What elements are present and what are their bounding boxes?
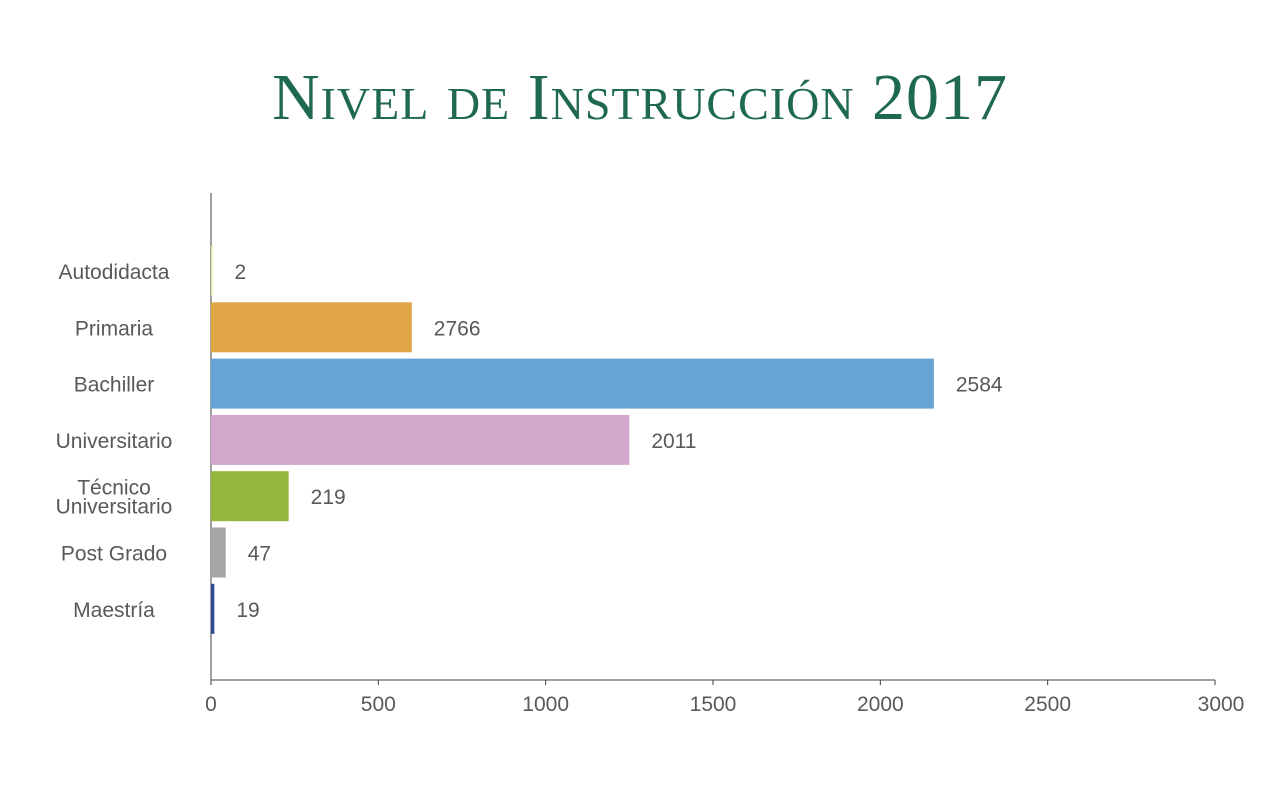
data-label: 2766 — [434, 317, 481, 340]
x-tick-label: 3000 — [1198, 693, 1245, 716]
category-label: Universitario — [56, 430, 173, 453]
data-label: 47 — [248, 543, 271, 566]
category-label: Autodidacta — [59, 261, 170, 284]
chart-title: Nivel de Instrucción 2017 — [271, 61, 1009, 134]
data-label: 2584 — [956, 374, 1003, 397]
bar — [211, 527, 226, 578]
x-tick-label: 2000 — [857, 693, 904, 716]
bar — [211, 583, 215, 634]
category-label: Técnico Universitario — [56, 477, 173, 519]
category-label: Post Grado — [61, 543, 167, 566]
x-tick-label: 1500 — [690, 693, 737, 716]
category-label: Bachiller — [74, 374, 155, 397]
data-label: 19 — [236, 599, 259, 622]
data-label: 2011 — [651, 430, 696, 453]
bar — [211, 358, 934, 409]
x-tick-label: 0 — [205, 693, 217, 716]
category-label: Maestría — [73, 599, 155, 622]
bar — [211, 246, 213, 296]
x-tick-label: 2500 — [1024, 693, 1071, 716]
bar — [211, 302, 412, 353]
x-tick-label: 500 — [361, 693, 396, 716]
data-label: 2 — [235, 261, 247, 284]
category-label: Primaria — [75, 317, 153, 340]
data-label: 219 — [311, 486, 346, 509]
x-tick-label: 1000 — [522, 693, 569, 716]
bar — [211, 471, 289, 522]
bar — [211, 414, 630, 465]
